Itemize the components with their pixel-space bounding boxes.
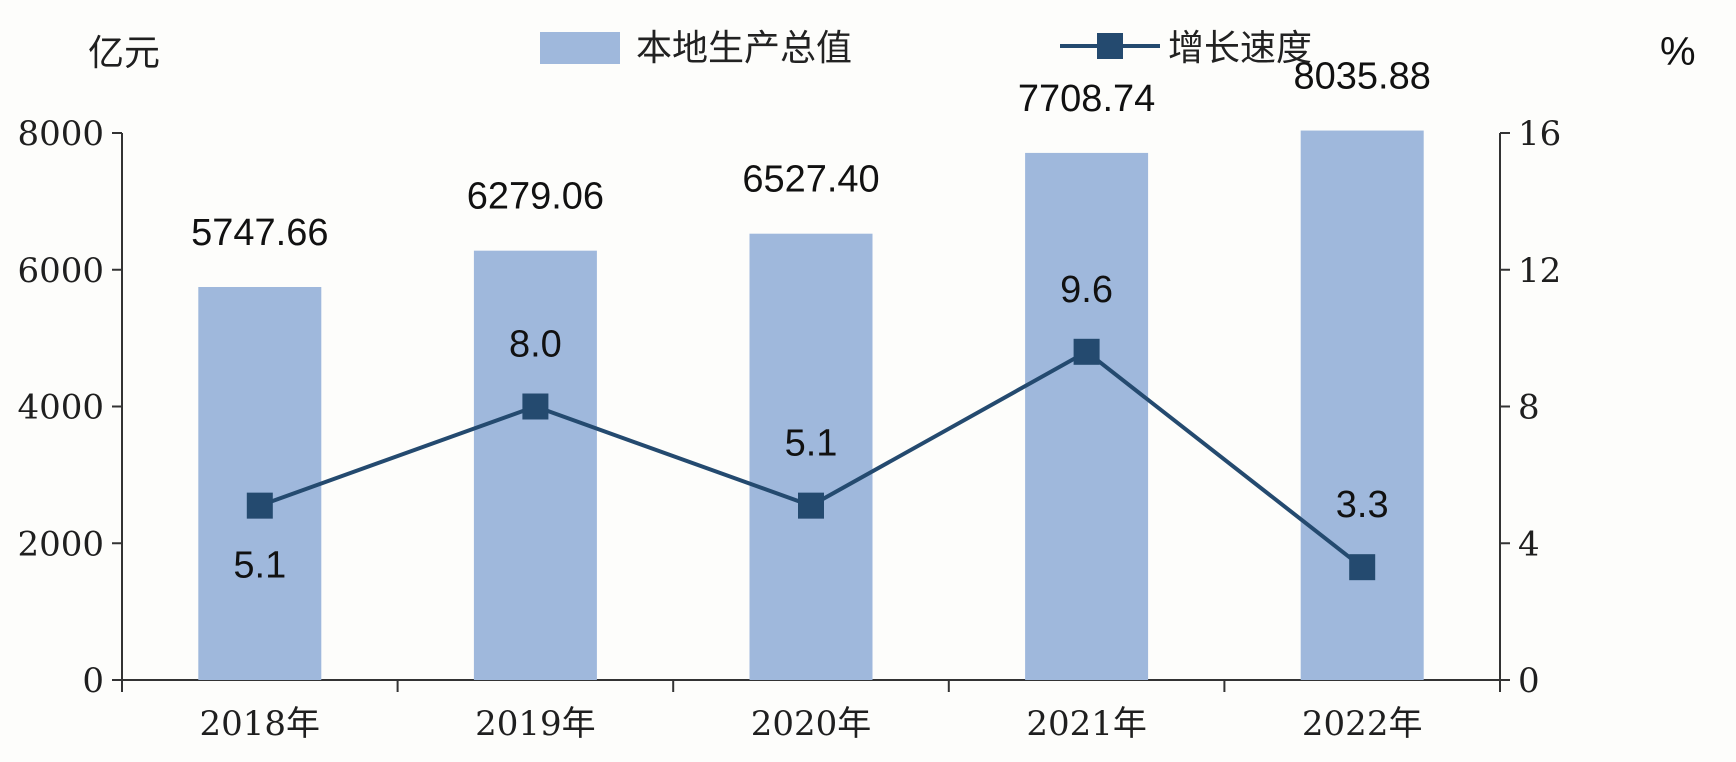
x-tick-label: 2018年 [200, 704, 321, 744]
right-tick-label: 16 [1518, 114, 1561, 154]
legend-line-label: 增长速度 [1168, 28, 1312, 69]
bar-value-label: 7708.74 [1018, 78, 1155, 120]
right-axis-unit: % [1660, 30, 1696, 74]
legend: 本地生产总值 增长速度 [540, 28, 1312, 69]
growth-point-marker [798, 492, 824, 519]
growth-point-marker [246, 492, 273, 519]
growth-value-label: 9.6 [1060, 269, 1113, 311]
axes: 0 2000 4000 6000 8000 0 4 8 12 16 2018年 2019年 2020年 2… [17, 30, 1695, 744]
x-tick-label: 2019年 [475, 704, 596, 744]
data-labels: 5747.66 6279.06 6527.40 7708.74 8035.88 5.1 8.… [191, 56, 1431, 587]
bar [749, 233, 873, 680]
x-tick-label: 2020年 [751, 704, 872, 744]
bar [1300, 130, 1424, 681]
growth-point-marker [1349, 554, 1376, 581]
x-tick-label: 2022年 [1302, 704, 1423, 744]
growth-value-label: 5.1 [785, 423, 838, 465]
bar [473, 250, 597, 681]
bar-value-label: 6279.06 [467, 176, 604, 218]
growth-line [246, 338, 1376, 581]
left-tick-label: 8000 [17, 114, 104, 154]
growth-point-marker [522, 393, 549, 420]
left-tick-label: 0 [82, 661, 104, 701]
growth-value-label: 3.3 [1336, 484, 1389, 526]
left-tick-label: 4000 [17, 388, 104, 428]
left-tick-label: 6000 [17, 251, 104, 291]
bars [198, 130, 1424, 681]
right-tick-label: 12 [1518, 251, 1561, 291]
growth-point-marker [1073, 338, 1100, 365]
bar [1025, 152, 1149, 680]
growth-value-label: 8.0 [509, 324, 562, 366]
x-tick-label: 2021年 [1026, 704, 1147, 744]
right-tick-label: 4 [1518, 524, 1540, 564]
bar-value-label: 6527.40 [742, 159, 879, 201]
legend-line-marker [1097, 33, 1123, 59]
right-tick-label: 8 [1518, 388, 1540, 428]
left-axis-unit: 亿元 [88, 33, 160, 74]
growth-value-label: 5.1 [233, 545, 286, 587]
bar-value-label: 8035.88 [1294, 56, 1431, 98]
legend-bar-label: 本地生产总值 [636, 28, 852, 69]
left-tick-label: 2000 [17, 524, 104, 564]
right-tick-label: 0 [1518, 661, 1540, 701]
bar [198, 287, 322, 680]
legend-bar-swatch [540, 32, 620, 64]
bar-value-label: 5747.66 [191, 212, 328, 254]
